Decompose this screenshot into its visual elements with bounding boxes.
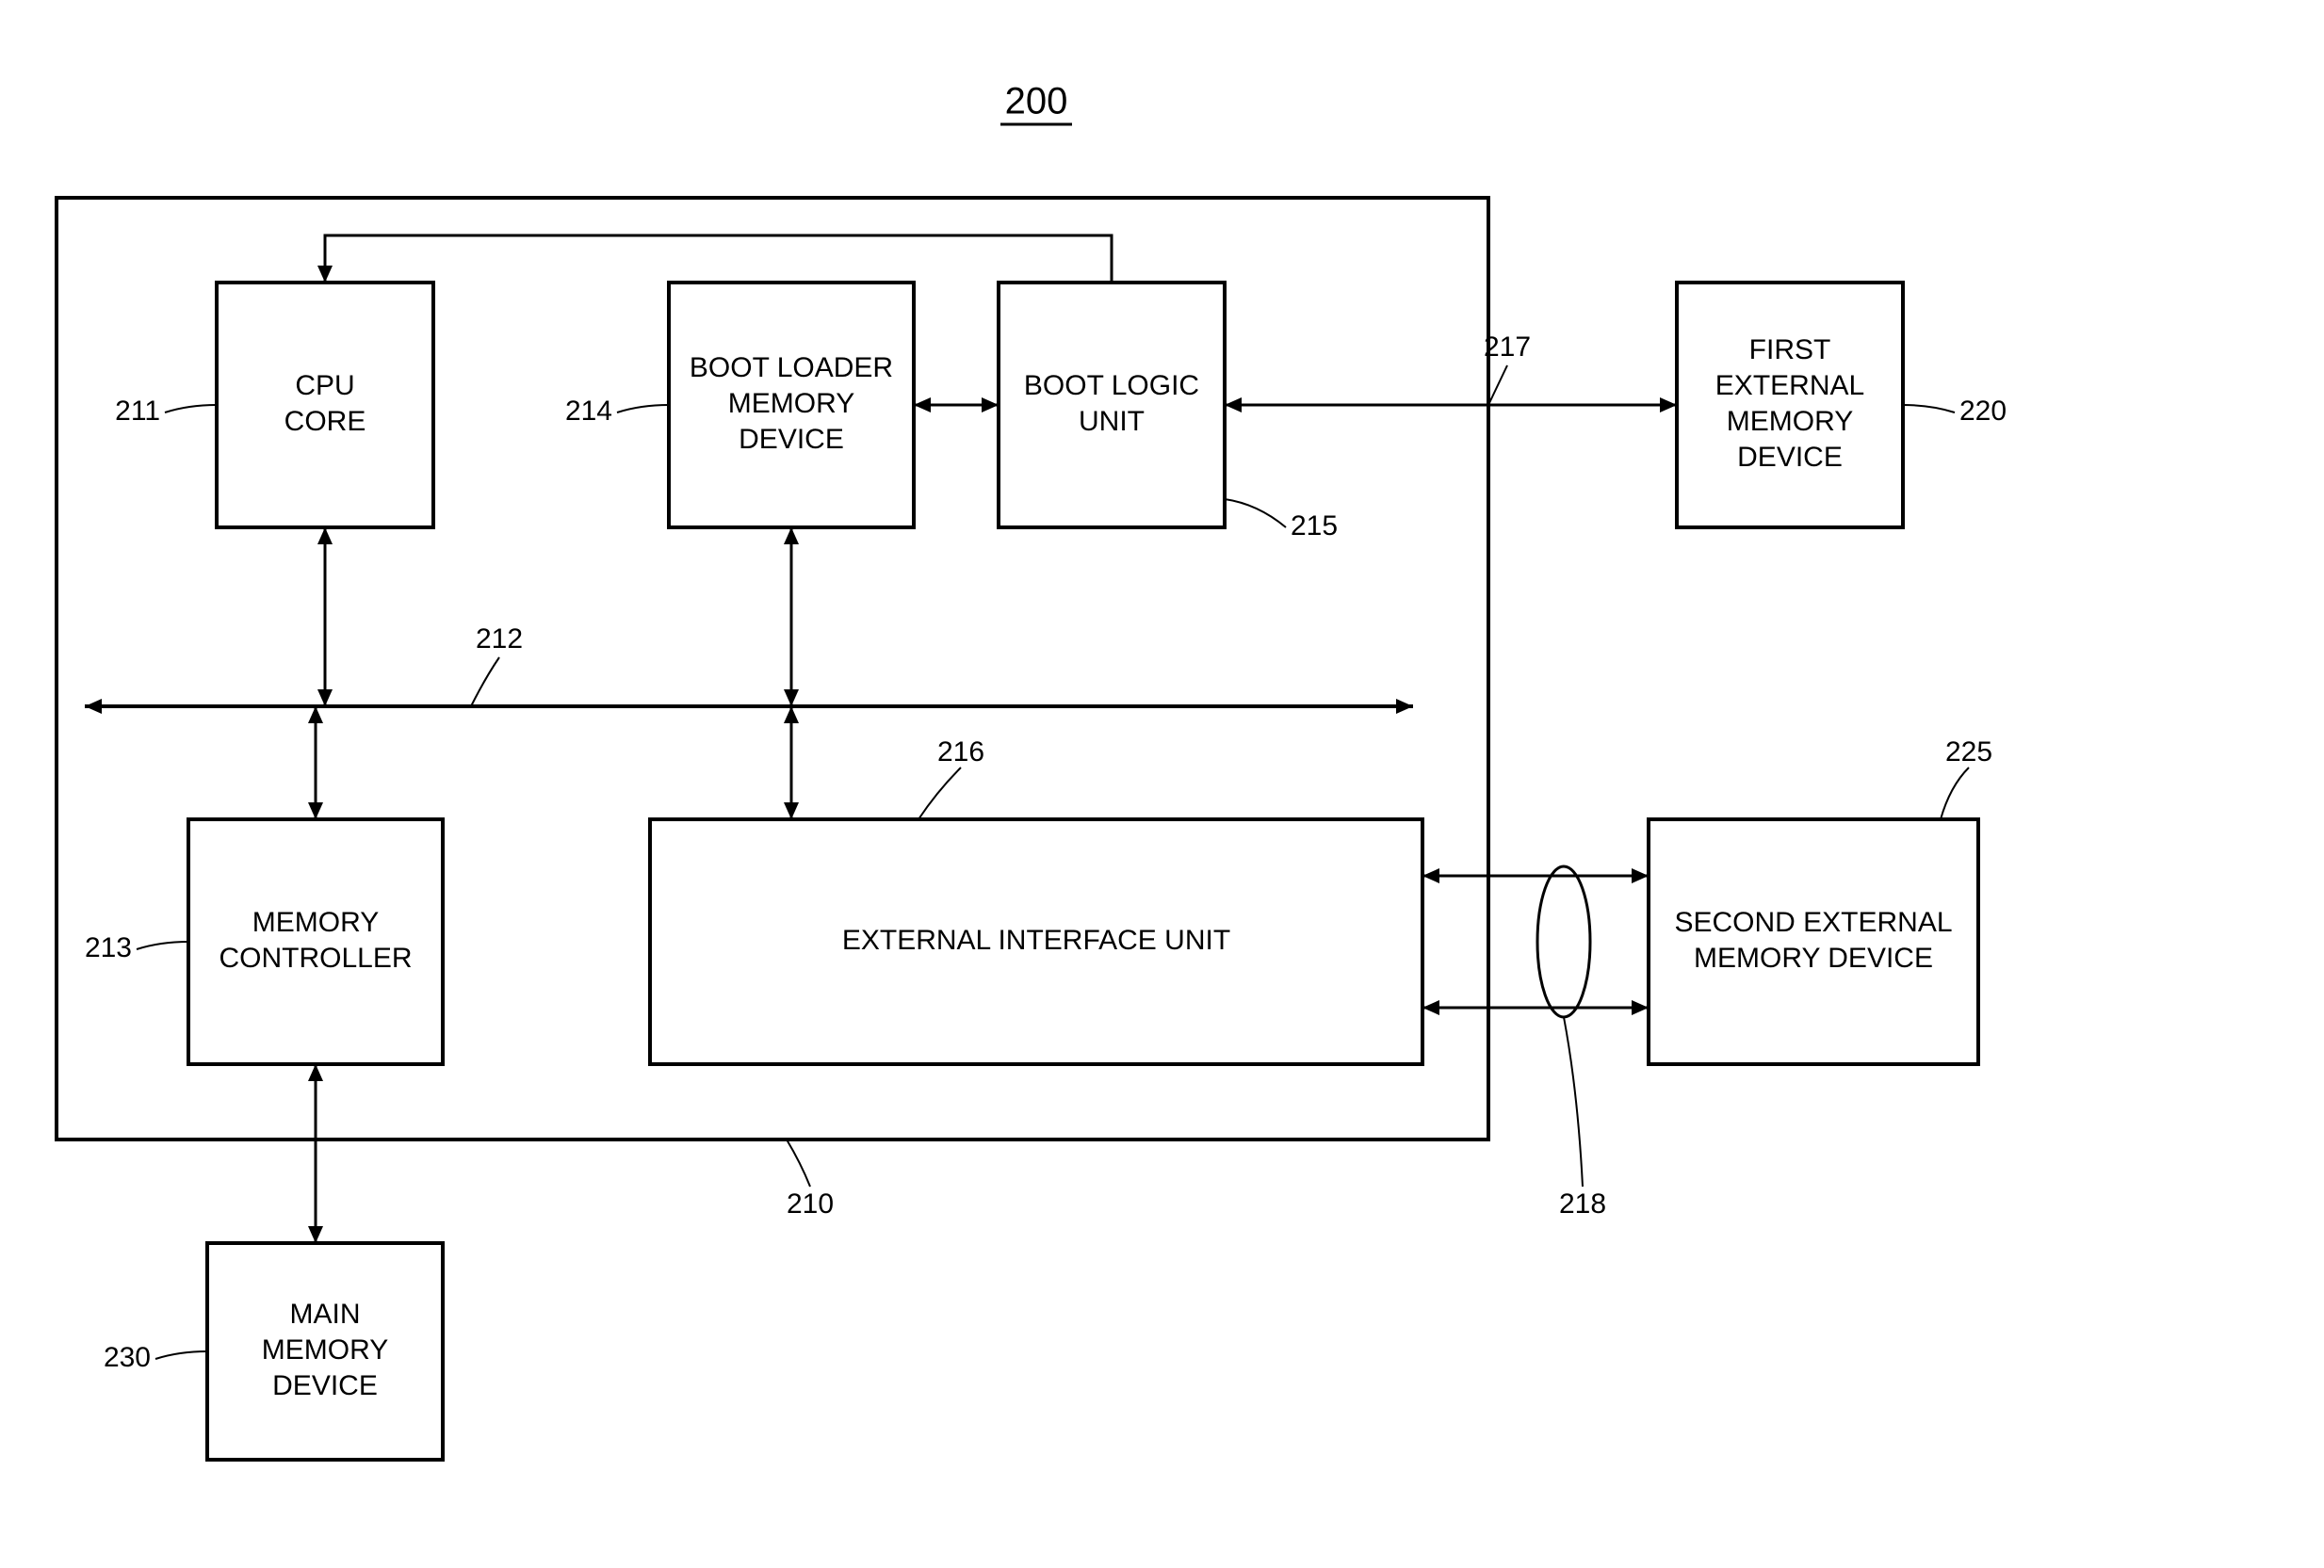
svg-text:CONTROLLER: CONTROLLER [219,943,412,974]
svg-text:DEVICE: DEVICE [1737,442,1843,473]
svg-text:SECOND EXTERNAL: SECOND EXTERNAL [1674,907,1952,938]
block-diagram: 200 CPU CORE 211 BOOT LOADER MEMORY DEVICE 214 B… [0,0,2324,1568]
svg-text:215: 215 [1291,510,1338,542]
svg-text:211: 211 [115,396,160,427]
svg-text:BOOT LOADER: BOOT LOADER [690,352,893,383]
svg-text:MEMORY: MEMORY [728,388,854,419]
svg-text:220: 220 [1959,396,2007,427]
svg-text:BOOT LOGIC: BOOT LOGIC [1024,370,1199,401]
svg-text:MEMORY DEVICE: MEMORY DEVICE [1694,943,1933,974]
svg-text:DEVICE: DEVICE [739,424,844,455]
svg-text:MEMORY: MEMORY [1727,406,1853,437]
svg-text:230: 230 [104,1342,151,1373]
svg-text:213: 213 [85,932,132,963]
svg-text:218: 218 [1559,1188,1606,1220]
svg-text:EXTERNAL INTERFACE UNIT: EXTERNAL INTERFACE UNIT [842,925,1230,956]
svg-text:225: 225 [1945,736,1992,768]
svg-text:CPU: CPU [295,370,354,401]
svg-text:217: 217 [1484,331,1531,363]
svg-text:UNIT: UNIT [1079,406,1145,437]
svg-text:FIRST: FIRST [1749,334,1831,365]
svg-text:MEMORY: MEMORY [262,1334,388,1366]
svg-text:210: 210 [787,1188,834,1220]
svg-text:212: 212 [476,623,523,655]
svg-text:214: 214 [565,396,612,427]
svg-text:CORE: CORE [284,406,366,437]
svg-text:DEVICE: DEVICE [272,1370,378,1401]
svg-text:216: 216 [937,736,984,768]
svg-text:200: 200 [1005,81,1068,122]
svg-text:MAIN: MAIN [290,1299,361,1330]
svg-text:MEMORY: MEMORY [252,907,379,938]
svg-text:EXTERNAL: EXTERNAL [1715,370,1864,401]
